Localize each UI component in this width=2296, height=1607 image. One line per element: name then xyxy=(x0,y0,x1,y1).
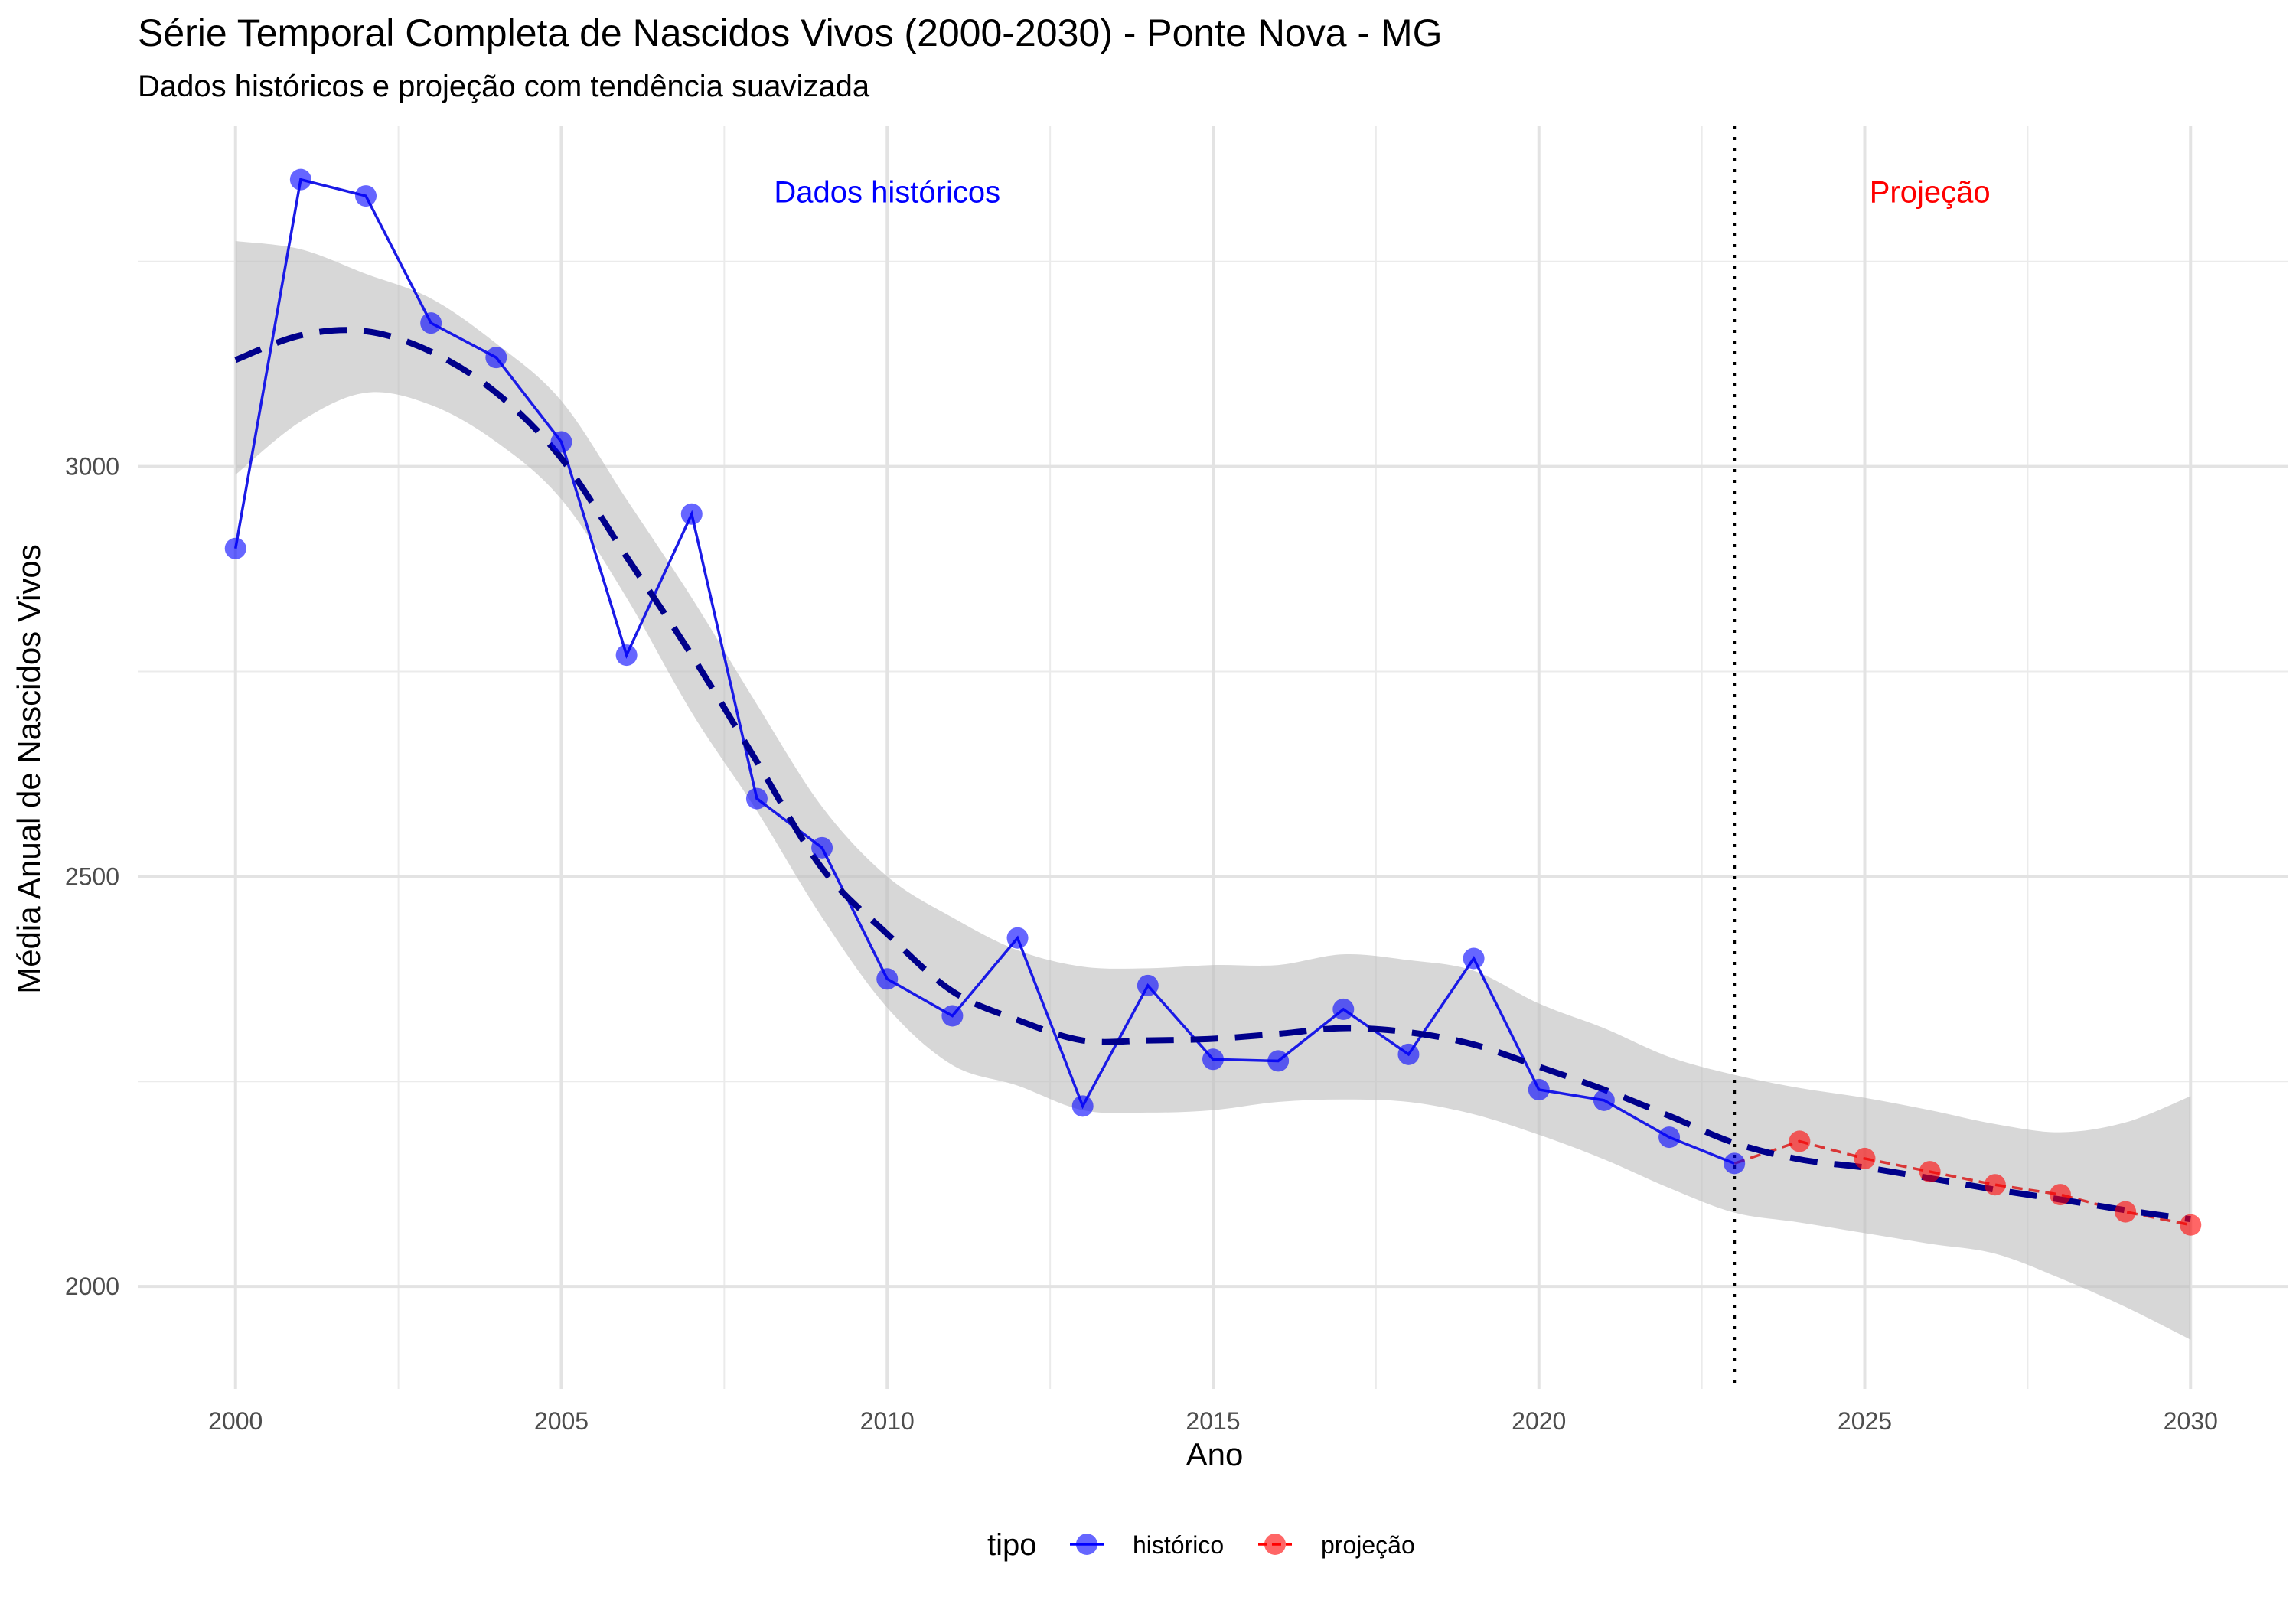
x-axis-ticks: 2000 2005 2010 2015 2020 2025 2030 xyxy=(208,1407,2218,1435)
historical-point xyxy=(1006,927,1029,949)
y-tick-label: 2000 xyxy=(65,1273,119,1300)
chart-title: Série Temporal Completa de Nascidos Vivo… xyxy=(138,11,1443,54)
y-axis-ticks: 2000 2500 3000 xyxy=(65,453,119,1300)
projection-point xyxy=(1919,1161,1941,1183)
x-tick-label: 2010 xyxy=(860,1407,915,1435)
x-tick-label: 2025 xyxy=(1838,1407,1892,1435)
annotations: Dados históricos Projeção xyxy=(774,176,1990,210)
data-points xyxy=(224,168,2202,1236)
historical-point xyxy=(941,1005,964,1027)
annotation-projection: Projeção xyxy=(1870,176,1991,210)
historical-point xyxy=(1202,1048,1224,1071)
legend-label: projeção xyxy=(1321,1531,1415,1559)
trend-line xyxy=(234,327,2191,1223)
chart-subtitle: Dados históricos e projeção com tendênci… xyxy=(138,70,870,103)
historical-point xyxy=(224,537,246,559)
projection-point xyxy=(1984,1174,2006,1196)
historical-point xyxy=(1397,1043,1420,1065)
historical-point xyxy=(1137,974,1159,996)
legend-label: histórico xyxy=(1133,1531,1224,1559)
historical-point xyxy=(1267,1050,1290,1072)
projection-point xyxy=(2180,1214,2202,1236)
legend-title: tipo xyxy=(987,1528,1037,1562)
x-tick-label: 2030 xyxy=(2164,1407,2218,1435)
historical-point xyxy=(680,503,703,525)
historical-point xyxy=(485,347,507,369)
x-axis-label: Ano xyxy=(1186,1436,1244,1472)
x-tick-label: 2000 xyxy=(208,1407,263,1435)
historical-point xyxy=(745,787,768,810)
x-tick-label: 2005 xyxy=(534,1407,589,1435)
historical-line xyxy=(234,178,1735,1165)
legend-items: histórico projeção xyxy=(1070,1531,1415,1559)
y-tick-label: 2500 xyxy=(65,862,119,890)
historical-point xyxy=(289,168,311,191)
grid-major xyxy=(138,126,2288,1389)
y-axis-label: Média Anual de Nascidos Vivos xyxy=(11,544,47,994)
historical-point xyxy=(876,968,899,990)
projection-point xyxy=(1789,1130,1811,1152)
legend-key-point xyxy=(1264,1534,1286,1555)
legend-key-point xyxy=(1076,1534,1097,1555)
historical-point xyxy=(1463,947,1485,970)
historical-point xyxy=(1593,1089,1615,1111)
historical-point xyxy=(1658,1126,1681,1149)
x-tick-label: 2015 xyxy=(1186,1407,1240,1435)
x-tick-label: 2020 xyxy=(1512,1407,1566,1435)
historical-point xyxy=(1724,1152,1746,1175)
historical-point xyxy=(420,312,442,334)
historical-point xyxy=(550,431,572,453)
historical-point xyxy=(1528,1078,1550,1100)
projection-point xyxy=(2115,1201,2137,1223)
historical-point xyxy=(355,185,377,207)
projection-point xyxy=(1854,1147,1876,1169)
annotation-historical: Dados históricos xyxy=(774,176,1000,210)
historical-point xyxy=(615,644,638,667)
historical-point xyxy=(811,836,833,859)
projection-point xyxy=(2049,1184,2071,1206)
y-tick-label: 3000 xyxy=(65,453,119,481)
legend: tipo histórico projeção xyxy=(987,1528,1415,1562)
historical-point xyxy=(1071,1095,1094,1117)
historical-point xyxy=(1332,998,1355,1020)
plot-panel: Dados históricos Projeção xyxy=(138,126,2288,1389)
